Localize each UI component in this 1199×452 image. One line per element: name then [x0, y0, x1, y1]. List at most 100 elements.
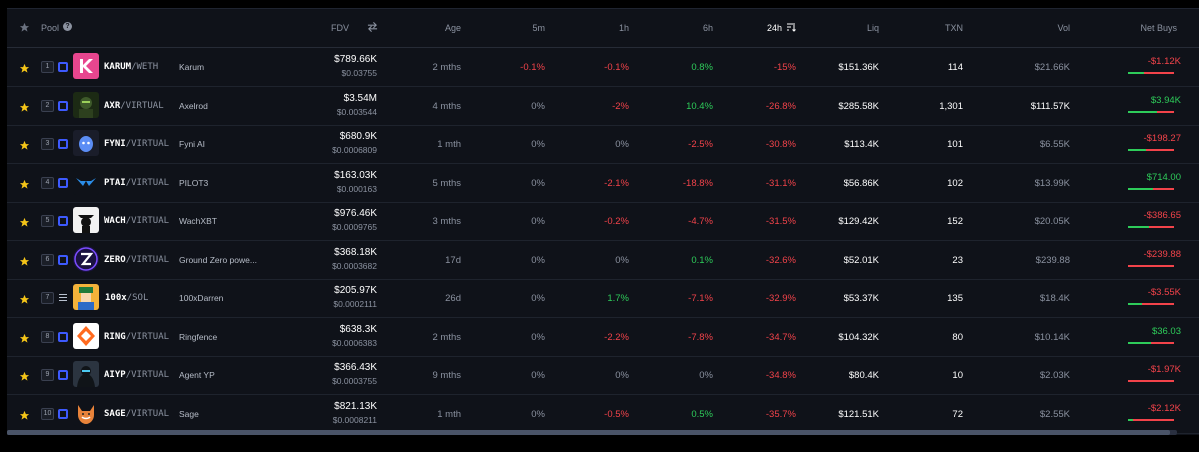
net-buys-value: -$386.65 — [1143, 210, 1181, 221]
star-icon[interactable] — [19, 22, 30, 33]
pair-symbol[interactable]: 100x/SOL — [105, 293, 148, 303]
base-chain-icon — [58, 139, 68, 149]
favorite-star-icon[interactable] — [19, 369, 30, 381]
base-chain-icon — [58, 100, 68, 111]
favorite-star-icon[interactable] — [19, 215, 30, 227]
horizontal-scrollbar[interactable] — [7, 430, 1177, 435]
net-buys-bar-fill — [1128, 418, 1133, 421]
token-name: 100xDarren — [179, 293, 224, 303]
quote-symbol: /WETH — [131, 62, 159, 72]
liquidity-value: $80.4K — [848, 370, 879, 381]
token-name: Karum — [179, 62, 205, 72]
pair-symbol[interactable]: AIYP/VIRTUAL — [104, 370, 169, 380]
pair-symbol[interactable]: AXR/VIRTUAL — [104, 101, 164, 111]
header-24h[interactable]: 24h — [766, 23, 782, 33]
change-6h: -4.7% — [688, 216, 713, 227]
age-value: 26d — [445, 293, 461, 304]
change-5m: 0% — [531, 254, 545, 266]
change-6h: 0.8% — [691, 62, 713, 73]
change-5m: 0% — [531, 177, 545, 189]
token-price: $0.0006383 — [332, 337, 377, 348]
swap-icon[interactable] — [367, 22, 378, 32]
header-6h[interactable]: 6h — [702, 23, 713, 33]
net-buys-bar-fill — [1128, 149, 1147, 151]
liquidity-value: $129.42K — [838, 216, 879, 227]
token-symbol: RING — [104, 331, 126, 342]
token-symbol: ZERO — [104, 254, 126, 265]
change-6h: 0.1% — [691, 254, 713, 266]
volume-value: $18.4K — [1039, 293, 1070, 304]
pair-symbol[interactable]: ZERO/VIRTUAL — [104, 255, 169, 265]
header-fdv[interactable]: FDV — [331, 23, 349, 33]
favorite-star-icon[interactable] — [19, 254, 30, 266]
change-6h: -18.8% — [682, 177, 713, 189]
net-buys-bar — [1128, 418, 1174, 421]
base-chain-icon — [58, 408, 68, 419]
table-row[interactable]: 9 AIYP/VIRTUAL Agent YP $366.43K $0.0003755 9… — [7, 356, 1199, 395]
token-name: Sage — [179, 408, 199, 419]
rank-badge: 5 — [41, 215, 54, 227]
table-row[interactable]: 6 ZERO/VIRTUAL Ground Zero powe... $368.18K… — [7, 241, 1199, 280]
txn-count: 101 — [947, 139, 963, 150]
header-vol[interactable]: Vol — [1057, 23, 1070, 33]
header-5m[interactable]: 5m — [532, 23, 545, 33]
change-6h: 0% — [699, 370, 713, 381]
header-1h[interactable]: 1h — [618, 23, 629, 33]
table-row[interactable]: 5 WACH/VIRTUAL WachXBT $976.46K $0.0009765 3 … — [7, 202, 1199, 241]
table-row[interactable]: 3 FYNI/VIRTUAL Fyni AI $680.9K $0.0006809 1 m… — [7, 125, 1199, 164]
quote-symbol: /VIRTUAL — [125, 331, 170, 342]
scrollbar-thumb[interactable] — [7, 430, 1170, 435]
favorite-star-icon[interactable] — [19, 138, 30, 150]
volume-value: $2.03K — [1039, 370, 1070, 381]
pair-symbol[interactable]: WACH/VIRTUAL — [104, 216, 169, 226]
pair-symbol[interactable]: SAGE/VIRTUAL — [104, 409, 169, 419]
table-row[interactable]: 4 PTAI/VIRTUAL PILOT3 $163.03K $0.000163 5 mt… — [7, 164, 1199, 203]
change-5m: 0% — [531, 100, 545, 112]
net-buys-bar-fill — [1128, 303, 1142, 305]
header-age[interactable]: Age — [444, 23, 461, 33]
header-txn[interactable]: TXN — [945, 23, 963, 33]
change-24h: -34.8% — [765, 370, 796, 381]
help-icon[interactable]: ? — [63, 22, 72, 31]
favorite-star-icon[interactable] — [19, 292, 30, 304]
volume-value: $21.66K — [1034, 62, 1070, 73]
change-6h: 10.4% — [686, 100, 713, 112]
header-liq[interactable]: Liq — [866, 23, 879, 33]
fdv-value: $821.13K — [334, 400, 377, 412]
net-buys-bar — [1128, 264, 1174, 267]
table-row[interactable]: 7 100x/SOL 100xDarren $205.97K $0.0002111 26d… — [7, 279, 1199, 318]
table-row[interactable]: 1 KARUM/WETH Karum $789.66K $0.03755 2 mths -0… — [7, 48, 1199, 87]
token-avatar — [73, 322, 99, 349]
net-buys-bar — [1128, 187, 1174, 190]
sort-desc-icon[interactable] — [786, 22, 796, 32]
favorite-star-icon[interactable] — [19, 177, 30, 189]
pair-symbol[interactable]: KARUM/WETH — [104, 62, 158, 72]
token-symbol: AIYP — [104, 370, 126, 380]
token-name: Fyni AI — [179, 139, 205, 149]
base-chain-icon — [58, 177, 68, 188]
net-buys-value: -$2.12K — [1147, 402, 1181, 414]
txn-count: 135 — [947, 293, 963, 304]
favorite-star-icon[interactable] — [19, 331, 30, 343]
favorite-star-icon[interactable] — [19, 100, 30, 112]
txn-count: 114 — [947, 62, 963, 73]
fdv-value: $163.03K — [334, 169, 377, 181]
favorite-star-icon[interactable] — [19, 408, 30, 420]
table-row[interactable]: 10 SAGE/VIRTUAL Sage $821.13K $0.0008211 1 mt… — [7, 395, 1199, 434]
quote-symbol: /VIRTUAL — [125, 216, 170, 226]
token-price: $0.0006809 — [332, 145, 377, 155]
token-name: Ringfence — [179, 331, 218, 342]
header-net-buys[interactable]: Net Buys — [1140, 23, 1177, 33]
rank-badge: 6 — [41, 253, 54, 266]
fdv-value: $368.18K — [334, 246, 377, 258]
table-row[interactable]: 8 RING/VIRTUAL Ringfence $638.3K $0.0006383 2… — [7, 318, 1199, 357]
pair-symbol[interactable]: RING/VIRTUAL — [104, 332, 169, 342]
favorite-star-icon[interactable] — [19, 61, 30, 73]
pair-symbol[interactable]: PTAI/VIRTUAL — [104, 178, 169, 188]
table-row[interactable]: 2 AXR/VIRTUAL Axelrod $3.54M $0.003544 4 mths… — [7, 87, 1199, 126]
fdv-value: $789.66K — [334, 54, 377, 65]
change-5m: 0% — [531, 408, 545, 420]
pair-symbol[interactable]: FYNI/VIRTUAL — [104, 139, 169, 149]
token-avatar — [73, 284, 99, 310]
rank-badge: 7 — [41, 292, 54, 304]
